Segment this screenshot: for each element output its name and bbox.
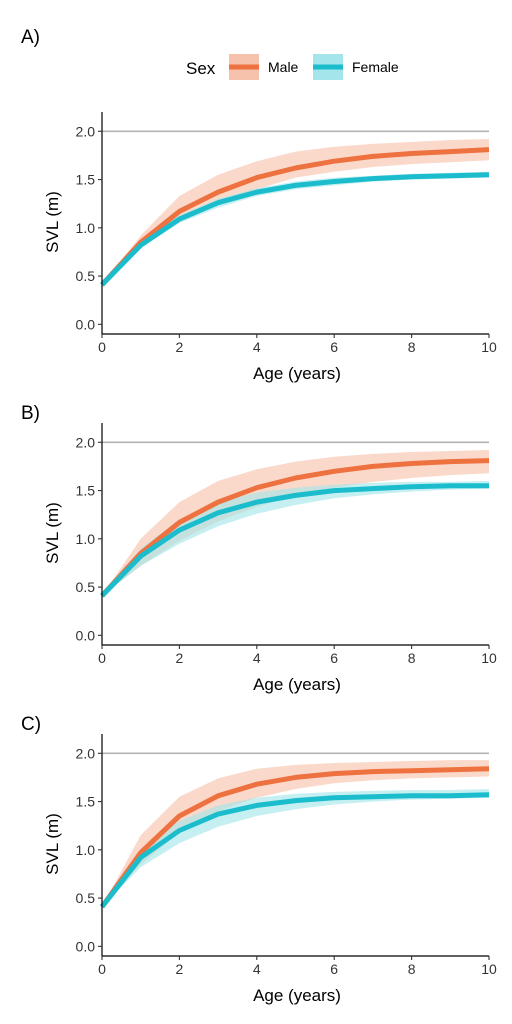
plot-area-c: 0.0 0.5 1.0 1.5 2.0 0 2 4 6 8 10: [76, 734, 497, 977]
x-tick-label-a: 10: [481, 339, 497, 355]
y-axis-title-c: SVL (m): [43, 813, 62, 875]
panel-b: B) 0.0 0.5 1.0 1.5 2.0 0 2 4 6 8 10 Age (years) SV…: [21, 403, 497, 694]
x-tick-label-c: 6: [330, 961, 338, 977]
ribbon-male-b: [102, 450, 489, 596]
line-female-b: [100, 483, 489, 598]
ribbon-male-c: [102, 760, 489, 907]
x-tick-label-c: 10: [481, 961, 497, 977]
legend: Sex Male Female: [186, 54, 399, 80]
panel-a: A) 0.0 0.5 1.0 1.5 2.0 0 2 4 6 8 10 Age (years) SV…: [21, 27, 497, 383]
x-tick-label-a: 8: [408, 339, 416, 355]
x-tick-label-c: 4: [253, 961, 261, 977]
x-tick-label-b: 10: [481, 650, 497, 666]
x-axis-title-c: Age (years): [253, 986, 341, 1005]
line-female-c: [100, 792, 490, 909]
y-tick-label-b: 0.0: [76, 627, 96, 643]
x-tick-label-c: 2: [176, 961, 184, 977]
x-tick-label-b: 2: [176, 650, 184, 666]
line-male-c: [99, 766, 490, 909]
panel-label-c: C): [21, 714, 41, 735]
line-male-b: [100, 458, 490, 598]
plot-area-b: 0.0 0.5 1.0 1.5 2.0 0 2 4 6 8 10: [76, 423, 497, 666]
x-axis-title-b: Age (years): [253, 675, 341, 694]
y-axis-title-b: SVL (m): [43, 502, 62, 564]
x-tick-label-a: 2: [176, 339, 184, 355]
y-tick-label-a: 1.5: [76, 172, 96, 188]
y-tick-label-a: 0.5: [76, 268, 96, 284]
y-tick-label-b: 0.5: [76, 579, 96, 595]
y-tick-label-c: 0.5: [76, 890, 96, 906]
y-axis-title-a: SVL (m): [43, 191, 62, 253]
y-tick-label-b: 1.0: [76, 531, 96, 547]
y-tick-label-a: 2.0: [76, 123, 96, 139]
panel-label-a: A): [21, 27, 40, 48]
panel-label-b: B): [21, 403, 40, 424]
panel-c: C) 0.0 0.5 1.0 1.5 2.0 0 2 4 6 8 10 Age (years) SV…: [21, 714, 497, 1005]
line-male-a: [100, 147, 490, 287]
x-tick-label-b: 4: [253, 650, 261, 666]
y-tick-label-c: 2.0: [76, 745, 96, 761]
x-tick-label-a: 0: [98, 339, 106, 355]
ribbon-female-b: [102, 480, 489, 596]
legend-label-male: Male: [268, 59, 299, 75]
x-tick-label-b: 0: [98, 650, 106, 666]
plot-area-a: 0.0 0.5 1.0 1.5 2.0 0 2 4 6 8 10: [76, 112, 497, 355]
x-tick-label-a: 4: [253, 339, 261, 355]
y-tick-label-b: 2.0: [76, 434, 96, 450]
y-tick-label-c: 1.0: [76, 842, 96, 858]
x-tick-label-a: 6: [330, 339, 338, 355]
y-tick-label-c: 0.0: [76, 938, 96, 954]
x-tick-label-b: 6: [330, 650, 338, 666]
legend-label-female: Female: [352, 59, 399, 75]
ribbon-male-a: [102, 139, 489, 285]
y-tick-label-b: 1.5: [76, 483, 96, 499]
legend-title: Sex: [186, 59, 216, 78]
line-female-a: [100, 172, 490, 287]
y-tick-label-a: 1.0: [76, 220, 96, 236]
x-axis-title-a: Age (years): [253, 364, 341, 383]
x-tick-label-b: 8: [408, 650, 416, 666]
x-tick-label-c: 8: [408, 961, 416, 977]
y-tick-label-a: 0.0: [76, 316, 96, 332]
ribbon-female-c: [102, 789, 489, 907]
y-tick-label-c: 1.5: [76, 794, 96, 810]
x-tick-label-c: 0: [98, 961, 106, 977]
